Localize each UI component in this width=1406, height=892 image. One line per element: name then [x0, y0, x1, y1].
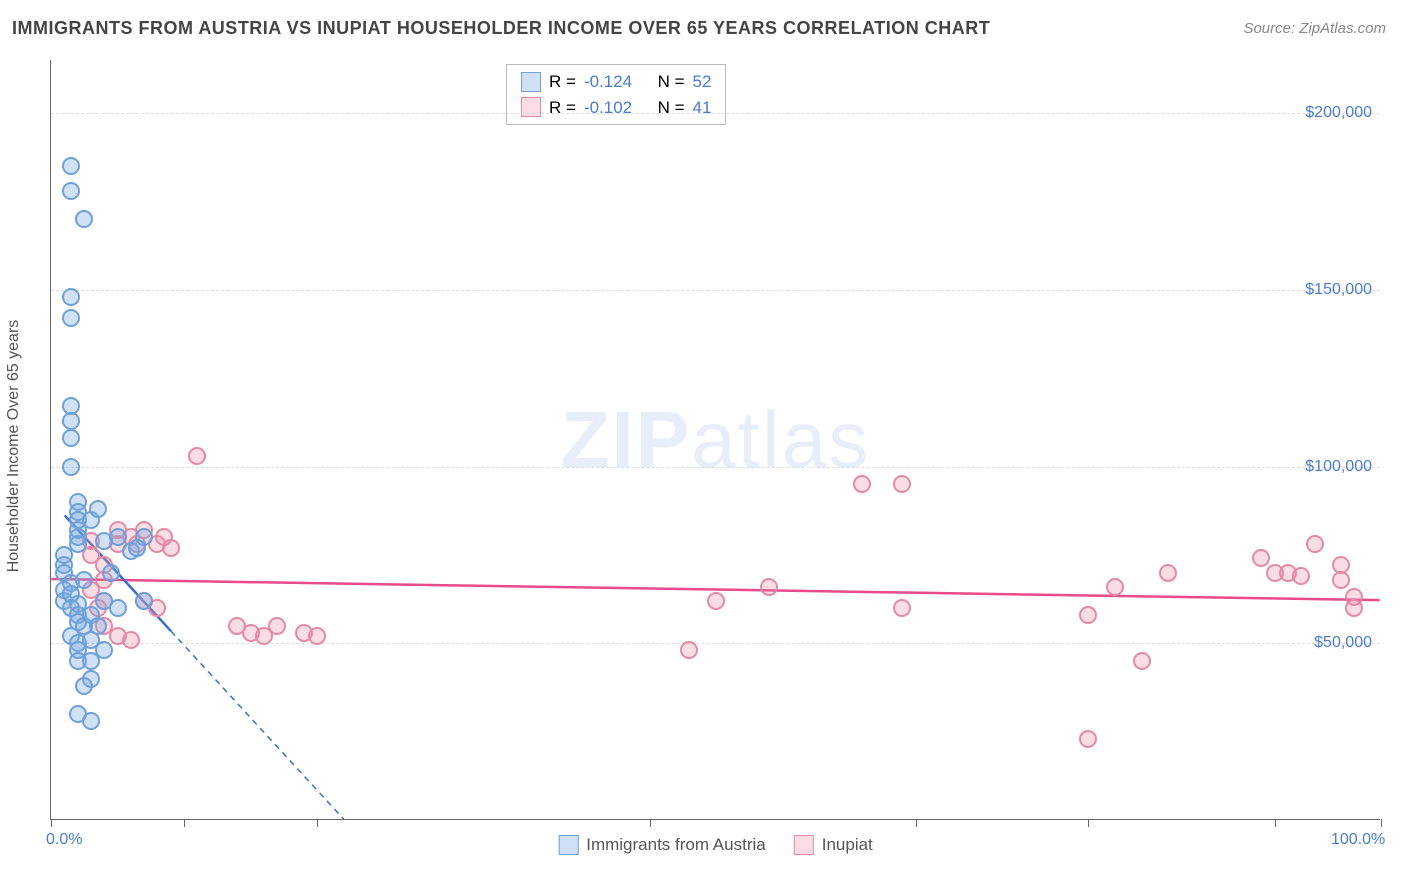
scatter-point-series2	[122, 631, 140, 649]
scatter-point-series2	[1159, 564, 1177, 582]
scatter-point-series1	[75, 571, 93, 589]
legend-bottom: Immigrants from Austria Inupiat	[558, 835, 873, 855]
r-value-series2: -0.102	[584, 95, 632, 121]
swatch-series2	[521, 97, 541, 117]
legend-label-series1: Immigrants from Austria	[586, 835, 766, 855]
scatter-point-series2	[707, 592, 725, 610]
y-tick-label: $150,000	[1305, 281, 1372, 299]
n-value-series1: 52	[693, 69, 712, 95]
x-tick-mark	[650, 819, 651, 827]
scatter-point-series2	[1133, 652, 1151, 670]
plot-area: ZIPatlas R = -0.124 N = 52 R = -0.102 N …	[50, 60, 1380, 820]
scatter-point-series2	[268, 617, 286, 635]
scatter-point-series1	[75, 210, 93, 228]
y-tick-label: $50,000	[1314, 634, 1372, 652]
scatter-point-series1	[82, 652, 100, 670]
scatter-point-series2	[1332, 571, 1350, 589]
correlation-chart: IMMIGRANTS FROM AUSTRIA VS INUPIAT HOUSE…	[0, 0, 1406, 892]
scatter-point-series2	[760, 578, 778, 596]
scatter-point-series2	[680, 641, 698, 659]
scatter-point-series1	[62, 309, 80, 327]
n-value-series2: 41	[693, 95, 712, 121]
scatter-point-series2	[1106, 578, 1124, 596]
x-tick-label: 100.0%	[1331, 831, 1385, 849]
scatter-point-series1	[62, 412, 80, 430]
scatter-point-series1	[82, 712, 100, 730]
chart-title: IMMIGRANTS FROM AUSTRIA VS INUPIAT HOUSE…	[12, 18, 990, 39]
x-tick-mark	[1275, 819, 1276, 827]
stats-row-series2: R = -0.102 N = 41	[521, 95, 711, 121]
stats-legend-box: R = -0.124 N = 52 R = -0.102 N = 41	[506, 64, 726, 125]
scatter-point-series1	[135, 592, 153, 610]
y-tick-label: $200,000	[1305, 104, 1372, 122]
gridline-y	[51, 290, 1380, 291]
scatter-point-series1	[62, 157, 80, 175]
gridline-y	[51, 467, 1380, 468]
scatter-point-series2	[1292, 567, 1310, 585]
scatter-point-series1	[102, 564, 120, 582]
scatter-point-series1	[62, 182, 80, 200]
x-tick-label: 0.0%	[46, 831, 82, 849]
scatter-point-series1	[75, 677, 93, 695]
x-tick-mark	[51, 819, 52, 827]
scatter-point-series2	[162, 539, 180, 557]
scatter-point-series2	[893, 599, 911, 617]
legend-label-series2: Inupiat	[822, 835, 873, 855]
scatter-point-series2	[1079, 730, 1097, 748]
watermark: ZIPatlas	[561, 394, 870, 486]
scatter-point-series2	[1345, 599, 1363, 617]
swatch-series2-icon	[794, 835, 814, 855]
scatter-point-series1	[89, 500, 107, 518]
x-tick-mark	[916, 819, 917, 827]
y-tick-label: $100,000	[1305, 458, 1372, 476]
legend-item-series1: Immigrants from Austria	[558, 835, 766, 855]
y-axis-label: Householder Income Over 65 years	[5, 320, 23, 573]
scatter-point-series2	[1306, 535, 1324, 553]
gridline-y	[51, 113, 1380, 114]
source-attribution: Source: ZipAtlas.com	[1243, 20, 1386, 37]
stats-row-series1: R = -0.124 N = 52	[521, 69, 711, 95]
x-tick-mark	[1088, 819, 1089, 827]
scatter-point-series1	[62, 458, 80, 476]
legend-item-series2: Inupiat	[794, 835, 873, 855]
scatter-point-series2	[308, 627, 326, 645]
scatter-point-series1	[62, 429, 80, 447]
scatter-point-series2	[1252, 549, 1270, 567]
x-tick-mark	[1381, 819, 1382, 827]
scatter-point-series1	[62, 288, 80, 306]
scatter-point-series1	[109, 528, 127, 546]
scatter-point-series2	[1079, 606, 1097, 624]
x-tick-mark	[184, 819, 185, 827]
x-tick-mark	[317, 819, 318, 827]
scatter-point-series2	[853, 475, 871, 493]
scatter-point-series2	[188, 447, 206, 465]
trendlines-layer	[51, 60, 1380, 819]
swatch-series1-icon	[558, 835, 578, 855]
scatter-point-series2	[893, 475, 911, 493]
scatter-point-series1	[128, 539, 146, 557]
swatch-series1	[521, 72, 541, 92]
gridline-y	[51, 643, 1380, 644]
scatter-point-series1	[109, 599, 127, 617]
scatter-point-series1	[62, 585, 80, 603]
r-value-series1: -0.124	[584, 69, 632, 95]
